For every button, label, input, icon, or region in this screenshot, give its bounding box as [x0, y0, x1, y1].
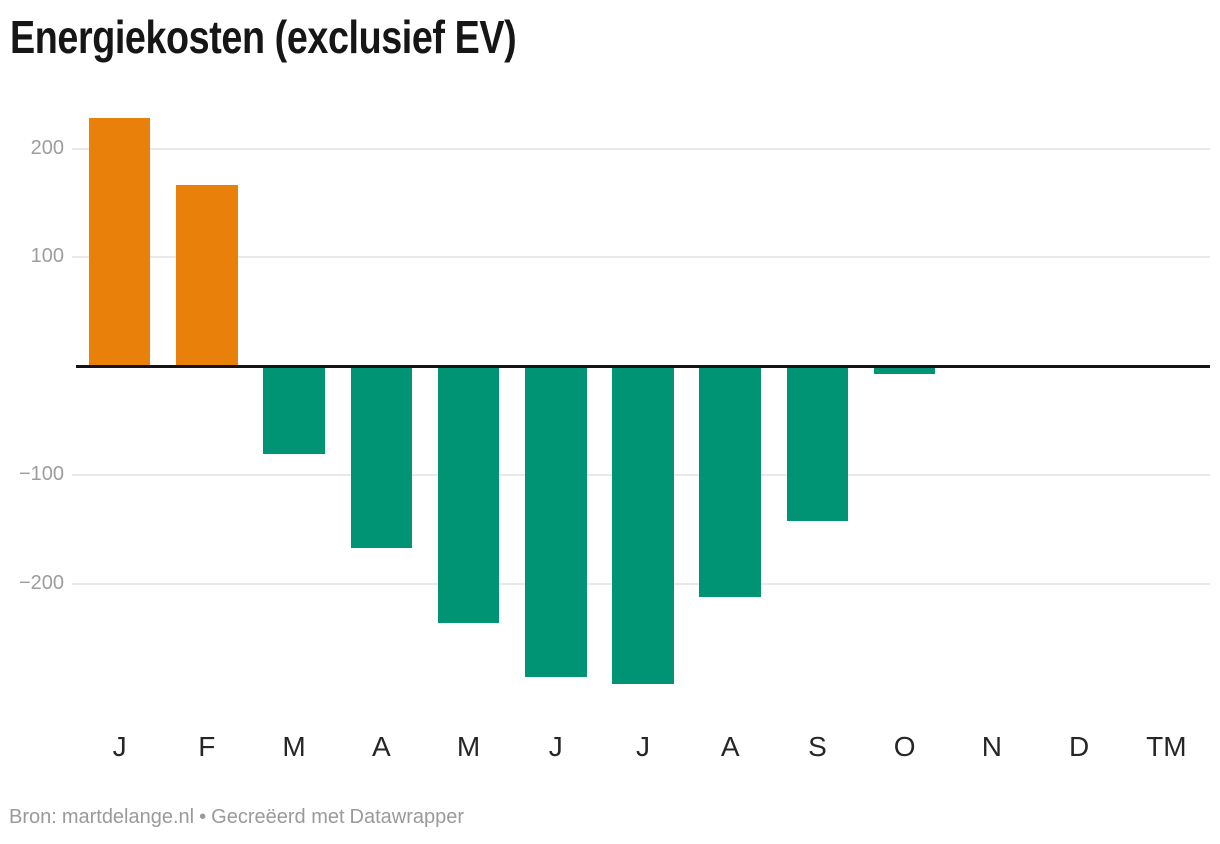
- source-label: Bron:: [9, 806, 57, 828]
- x-axis-category-label: TM: [1146, 731, 1187, 762]
- bar[interactable]: [88, 118, 151, 367]
- x-axis-category-label: J: [635, 731, 650, 762]
- x-axis-category-label: J: [112, 731, 127, 762]
- x-axis-category-label: S: [808, 731, 827, 762]
- gridline: [72, 147, 1210, 150]
- x-axis-category-label: J: [548, 731, 563, 762]
- chart-title: Energiekosten (exclusief EV): [10, 11, 517, 63]
- bar[interactable]: [176, 184, 238, 367]
- bar[interactable]: [699, 366, 761, 598]
- bar[interactable]: [612, 366, 674, 685]
- credit-prefix: Gecreëerd met: [211, 806, 345, 828]
- x-axis-category-label: N: [981, 731, 1003, 762]
- bar[interactable]: [525, 366, 587, 677]
- bar[interactable]: [350, 366, 413, 549]
- source-link[interactable]: martdelange.nl: [61, 806, 195, 828]
- x-axis-category-label: O: [893, 731, 916, 762]
- x-axis-category-label: A: [371, 731, 391, 762]
- x-axis-category-label: A: [720, 731, 740, 762]
- credit-link[interactable]: Datawrapper: [349, 806, 465, 828]
- x-axis-category-label: M: [456, 731, 481, 762]
- x-axis-category-label: F: [198, 731, 216, 762]
- y-axis-tick-label: −200: [18, 572, 64, 595]
- x-axis-category-label: M: [282, 731, 306, 762]
- footer-separator: •: [199, 806, 207, 828]
- chart-footer: Bron: martdelange.nl • Gecreëerd met Dat…: [9, 806, 464, 829]
- gridline: [72, 256, 1210, 259]
- y-axis-tick-label: 200: [30, 136, 64, 159]
- x-axis-category-label: D: [1069, 731, 1090, 762]
- bar[interactable]: [786, 366, 849, 521]
- y-axis-tick-label: 100: [30, 245, 64, 268]
- y-axis-tick-label: −100: [18, 463, 64, 486]
- bar[interactable]: [873, 366, 936, 374]
- bar[interactable]: [263, 366, 325, 455]
- bar[interactable]: [437, 366, 500, 624]
- x-axis-zero-line: [76, 365, 1210, 368]
